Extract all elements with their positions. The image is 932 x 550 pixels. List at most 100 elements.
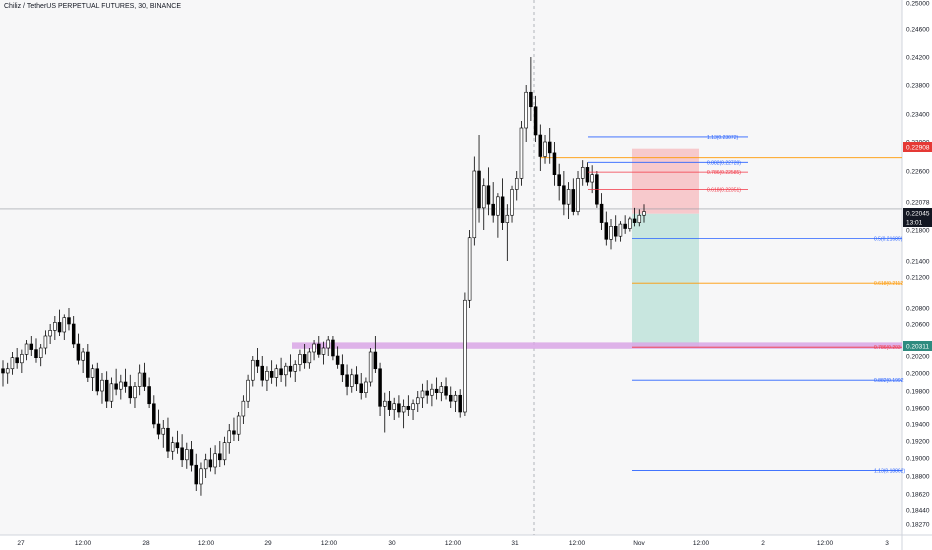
time-tick-label: 12:00	[569, 540, 586, 547]
candle-body	[260, 365, 264, 381]
candle-body	[222, 442, 227, 461]
candle-body	[194, 464, 199, 485]
candle-body	[104, 379, 109, 402]
candle-body	[383, 400, 387, 407]
candle-body	[203, 459, 208, 470]
fib-level-label: 0.786(0.22585)	[707, 170, 741, 176]
candle-body	[401, 405, 406, 413]
candle-body	[114, 383, 118, 390]
candle-body	[448, 394, 453, 402]
candle-body	[90, 368, 95, 378]
candle-body	[453, 394, 458, 402]
candle-body	[477, 170, 481, 209]
candle-body	[175, 442, 180, 449]
candle-body	[293, 364, 297, 372]
price-badge	[903, 197, 932, 207]
candle-body	[189, 449, 194, 466]
time-axis	[0, 535, 932, 550]
candle-body	[213, 453, 217, 468]
time-tick-label: 27	[17, 540, 25, 547]
candle-body	[571, 189, 576, 212]
candle-body	[481, 185, 486, 209]
candle-body	[576, 178, 580, 212]
candle-body	[71, 323, 76, 345]
candle-body	[100, 379, 104, 392]
candle-body	[147, 386, 151, 405]
candle-body	[458, 394, 462, 413]
fib-level-label: 0.5(0.21689)	[874, 237, 903, 243]
candle-body	[543, 141, 547, 157]
chart-title: Chiliz / TetherUS PERPETUAL FUTURES, 30,…	[4, 3, 181, 10]
price-tick-label: 0.19200	[906, 439, 930, 446]
price-tick-label: 0.25000	[906, 1, 930, 8]
candle-body	[373, 351, 378, 370]
fib-level-label: 0.786(0.203	[874, 345, 901, 351]
candle-body	[284, 365, 288, 376]
price-tick-label: 0.20600	[906, 322, 930, 329]
candle-body	[524, 91, 528, 129]
candle-body	[57, 322, 62, 333]
candle-body	[170, 442, 175, 452]
time-tick-label: 29	[264, 540, 272, 547]
price-tick-label: 0.20200	[906, 354, 930, 361]
candle-body	[533, 106, 538, 136]
time-tick-label: 12:00	[198, 540, 215, 547]
candle-body	[15, 357, 19, 364]
candle-body	[185, 449, 189, 461]
time-tick-label: 12:00	[321, 540, 338, 547]
time-tick-label: Nov	[633, 540, 645, 547]
time-tick-label: 12:00	[817, 540, 834, 547]
price-tick-label: 0.20800	[906, 306, 930, 313]
candle-body	[585, 167, 590, 183]
candle-body	[53, 322, 57, 331]
candle-body	[519, 127, 524, 179]
price-badge-label: 0.22078	[906, 200, 930, 207]
plot-background	[0, 0, 902, 535]
candle-body	[76, 343, 81, 361]
candle-body	[514, 178, 519, 190]
candle-body	[632, 218, 637, 223]
price-tick-label: 0.19600	[906, 406, 930, 413]
candle-body	[166, 427, 170, 452]
stop-loss-zone	[632, 148, 699, 214]
candle-body	[392, 403, 396, 410]
candle-body	[302, 354, 307, 364]
candle-body	[326, 339, 330, 349]
price-tick-label: 0.18800	[906, 474, 930, 481]
candle-body	[246, 379, 250, 402]
price-tick-label: 0.20000	[906, 371, 930, 378]
price-badge-label: 0.22908	[906, 145, 930, 152]
fib-level-label: 0.618(0.2112	[874, 281, 903, 287]
candle-body	[439, 386, 444, 393]
candle-body	[552, 152, 557, 175]
candle-body	[562, 185, 566, 205]
price-tick-label: 0.18620	[906, 492, 930, 499]
price-tick-label: 0.23800	[906, 83, 930, 90]
price-badge	[903, 341, 932, 351]
candle-body	[180, 447, 184, 461]
price-tick-label: 0.21400	[906, 259, 930, 266]
candle-body	[335, 355, 340, 365]
candle-body	[529, 91, 533, 108]
candle-body	[604, 222, 609, 240]
candle-body	[123, 381, 128, 387]
candle-body	[623, 223, 627, 229]
candle-body	[67, 317, 71, 325]
candle-body	[208, 459, 213, 468]
time-tick-label: 28	[142, 540, 150, 547]
candle-body	[24, 343, 29, 355]
candle-body	[590, 174, 594, 183]
candle-body	[48, 330, 52, 337]
price-tick-label: 0.18270	[906, 522, 930, 529]
candle-body	[345, 374, 349, 387]
price-tick-label: 0.23400	[906, 112, 930, 119]
price-tick-label: 0.19400	[906, 422, 930, 429]
candle-body	[161, 427, 166, 435]
candle-body	[599, 203, 604, 223]
candle-body	[425, 390, 429, 396]
candle-body	[128, 386, 133, 399]
candle-body	[538, 134, 543, 157]
candle-body	[137, 372, 142, 387]
take-profit-zone	[632, 213, 699, 348]
